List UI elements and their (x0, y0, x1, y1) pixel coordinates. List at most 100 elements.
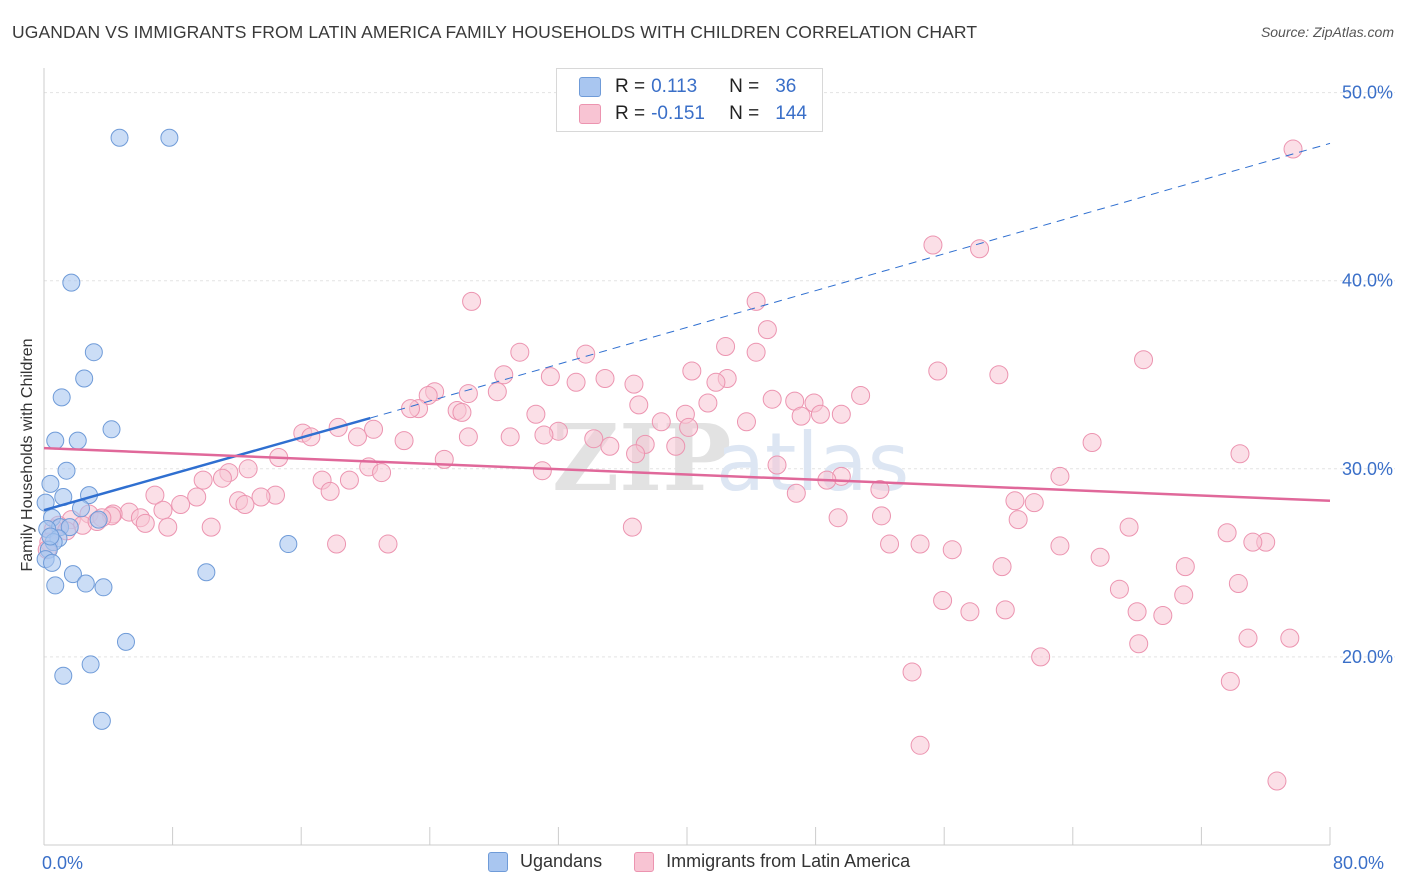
data-point (746, 342, 766, 362)
latin-america-points (37, 139, 1303, 791)
data-point (487, 382, 507, 402)
data-point (1283, 139, 1303, 159)
data-point (378, 534, 398, 554)
data-point (60, 518, 79, 537)
data-point (76, 574, 95, 593)
data-point (880, 534, 900, 554)
data-point (576, 344, 596, 364)
data-point (160, 128, 179, 147)
data-point (526, 404, 546, 424)
chart-source: Source: ZipAtlas.com (1260, 24, 1394, 40)
data-point (1217, 523, 1237, 543)
data-point (1127, 602, 1147, 622)
data-point (62, 273, 81, 292)
data-point (872, 506, 892, 526)
data-point (831, 404, 851, 424)
data-point (651, 412, 671, 432)
data-point (1008, 510, 1028, 530)
stats-legend: R = 0.113 N = 36 R = -0.151 N = 144 (556, 68, 823, 132)
data-point (510, 342, 530, 362)
data-point (235, 495, 255, 515)
n-value: 144 (775, 103, 807, 124)
data-point (238, 459, 258, 479)
data-point (320, 481, 340, 501)
data-point (1005, 491, 1025, 511)
y-tick-label: 40.0% (1342, 271, 1393, 291)
data-point (989, 365, 1009, 385)
data-point (1174, 585, 1194, 605)
data-point (1238, 628, 1258, 648)
data-point (110, 128, 129, 147)
data-point (394, 431, 414, 451)
data-point (928, 361, 948, 381)
data-point (500, 427, 520, 447)
ugandans-swatch (579, 77, 601, 97)
series-legend: Ugandans Immigrants from Latin America (488, 851, 942, 872)
data-point (902, 662, 922, 682)
data-point (584, 429, 604, 449)
data-point (347, 427, 367, 447)
data-point (679, 417, 699, 437)
data-point (46, 576, 65, 595)
data-point (372, 463, 392, 483)
data-point (933, 590, 953, 610)
data-point (791, 406, 811, 426)
chart-title: UGANDAN VS IMMIGRANTS FROM LATIN AMERICA… (12, 22, 978, 42)
data-point (1050, 536, 1070, 556)
data-point (1243, 532, 1263, 552)
data-point (626, 444, 646, 464)
data-point (327, 534, 347, 554)
n-label: N = (729, 103, 760, 124)
stats-row-ugandans: R = 0.113 N = 36 (579, 75, 796, 99)
data-point (46, 431, 65, 450)
data-point (1090, 547, 1110, 567)
y-axis-label: Family Households with Children (19, 338, 36, 572)
data-point (43, 553, 62, 572)
data-point (145, 485, 165, 505)
n-value: 36 (775, 76, 797, 97)
data-point (540, 367, 560, 387)
data-point (716, 337, 736, 357)
data-point (1230, 444, 1250, 464)
data-point (1082, 432, 1102, 452)
data-point (339, 470, 359, 490)
data-point (992, 557, 1012, 577)
legend-item-ugandans[interactable]: Ugandans (488, 851, 602, 872)
data-point (1228, 574, 1248, 594)
data-point (1031, 647, 1051, 667)
data-point (279, 535, 298, 554)
data-point (910, 534, 930, 554)
data-point (418, 385, 438, 405)
data-point (116, 632, 135, 651)
data-point (158, 517, 178, 537)
data-point (767, 455, 787, 475)
legend-label: Immigrants from Latin America (666, 851, 911, 871)
data-point (762, 389, 782, 409)
data-point (851, 385, 871, 405)
data-point (102, 420, 121, 439)
data-point (757, 320, 777, 340)
legend-item-latin-america[interactable]: Immigrants from Latin America (634, 851, 910, 872)
data-point (600, 436, 620, 456)
data-point (41, 527, 60, 546)
data-point (828, 508, 848, 528)
x-tick-label-min: 0.0% (42, 853, 84, 873)
data-point (171, 495, 191, 515)
data-point (666, 436, 686, 456)
data-point (960, 602, 980, 622)
r-label: R = (615, 76, 646, 97)
data-point (201, 517, 221, 537)
data-point (1134, 350, 1154, 370)
data-point (923, 235, 943, 255)
data-point (153, 500, 173, 520)
data-point (135, 513, 155, 533)
data-point (746, 291, 766, 311)
data-point (68, 431, 87, 450)
data-point (698, 393, 718, 413)
data-point (566, 372, 586, 392)
y-tick-label: 30.0% (1342, 459, 1393, 479)
data-point (63, 565, 82, 584)
data-point (41, 474, 60, 493)
legend-label: Ugandans (520, 851, 603, 871)
